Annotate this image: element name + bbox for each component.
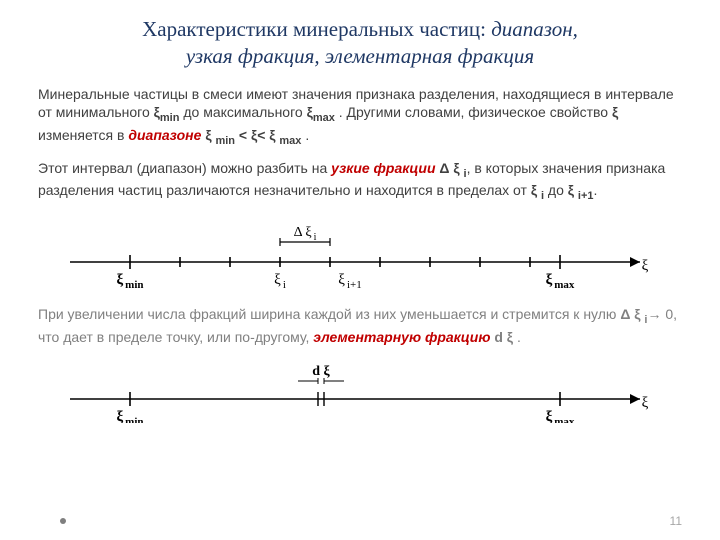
title-emph2: узкая фракция, элементарная фракция xyxy=(186,44,534,68)
p1-xi: ξ xyxy=(612,104,618,120)
p1-rel: ξ xyxy=(201,127,215,143)
svg-text:ξmin: ξmin xyxy=(116,409,143,423)
svg-text:ξ: ξ xyxy=(642,395,649,411)
p2-xi-i: ξ xyxy=(531,182,541,198)
svg-text:ξi+1: ξi+1 xyxy=(338,272,361,290)
p1-rel-end: . xyxy=(301,127,309,143)
paragraph-1: Минеральные частицы в смеси имеют значен… xyxy=(38,85,682,149)
svg-text:d ξ: d ξ xyxy=(312,364,330,379)
p1-xi-min-sub: min xyxy=(160,112,180,124)
p2-t3: до xyxy=(544,182,568,198)
p2-delta: Δ ξ xyxy=(436,160,464,176)
svg-text:ξmax: ξmax xyxy=(546,272,575,290)
page-number: 11 xyxy=(670,514,682,528)
slide: Характеристики минеральных частиц: диапа… xyxy=(0,0,720,540)
p1-t3: . Другими словами, физическое свойство xyxy=(335,104,612,120)
p3-t1: При увеличении числа фракций ширина кажд… xyxy=(38,306,620,322)
p2-narrow: узкие фракции xyxy=(331,160,435,176)
slide-title: Характеристики минеральных частиц: диапа… xyxy=(38,16,682,71)
p3-t3: . xyxy=(517,329,521,345)
svg-text:Δ ξi: Δ ξi xyxy=(294,225,317,243)
p1-t4: изменяется в xyxy=(38,127,128,143)
p1-rel-min: min xyxy=(215,135,235,147)
paragraph-3: При увеличении числа фракций ширина кажд… xyxy=(38,305,682,347)
p1-range-word: диапазоне xyxy=(128,127,201,143)
p1-rel-max: max xyxy=(279,135,301,147)
diagram-2: ξmin ξmax ξ d ξ xyxy=(38,363,682,423)
p2-xi-i1-sub: i+1 xyxy=(578,190,594,202)
slide-bullet-icon xyxy=(60,518,66,524)
title-emph1: диапазон, xyxy=(491,17,578,41)
p1-xi-max-sub: max xyxy=(313,112,335,124)
p3-elem: элементарную фракцию xyxy=(313,329,490,345)
svg-text:ξmin: ξmin xyxy=(116,272,143,290)
p3-dxi: d ξ xyxy=(490,329,516,345)
svg-text:ξmax: ξmax xyxy=(546,409,575,423)
title-prefix: Характеристики минеральных частиц: xyxy=(142,17,491,41)
p1-rel-mid: < ξ< ξ xyxy=(235,127,279,143)
p2-xi-i1: ξ xyxy=(568,182,578,198)
svg-text:ξi: ξi xyxy=(274,272,286,290)
diagram-1: ξmin ξi ξi+1 ξmax ξ Δ ξi xyxy=(38,220,682,290)
p2-t1: Этот интервал (диапазон) можно разбить н… xyxy=(38,160,331,176)
p3-delta: Δ ξ xyxy=(620,306,644,322)
paragraph-2: Этот интервал (диапазон) можно разбить н… xyxy=(38,159,682,204)
p3-arrow: → 0 xyxy=(647,306,673,322)
p1-t2: до максимального xyxy=(179,104,306,120)
svg-text:ξ: ξ xyxy=(642,258,649,274)
p2-t4: . xyxy=(594,182,598,198)
